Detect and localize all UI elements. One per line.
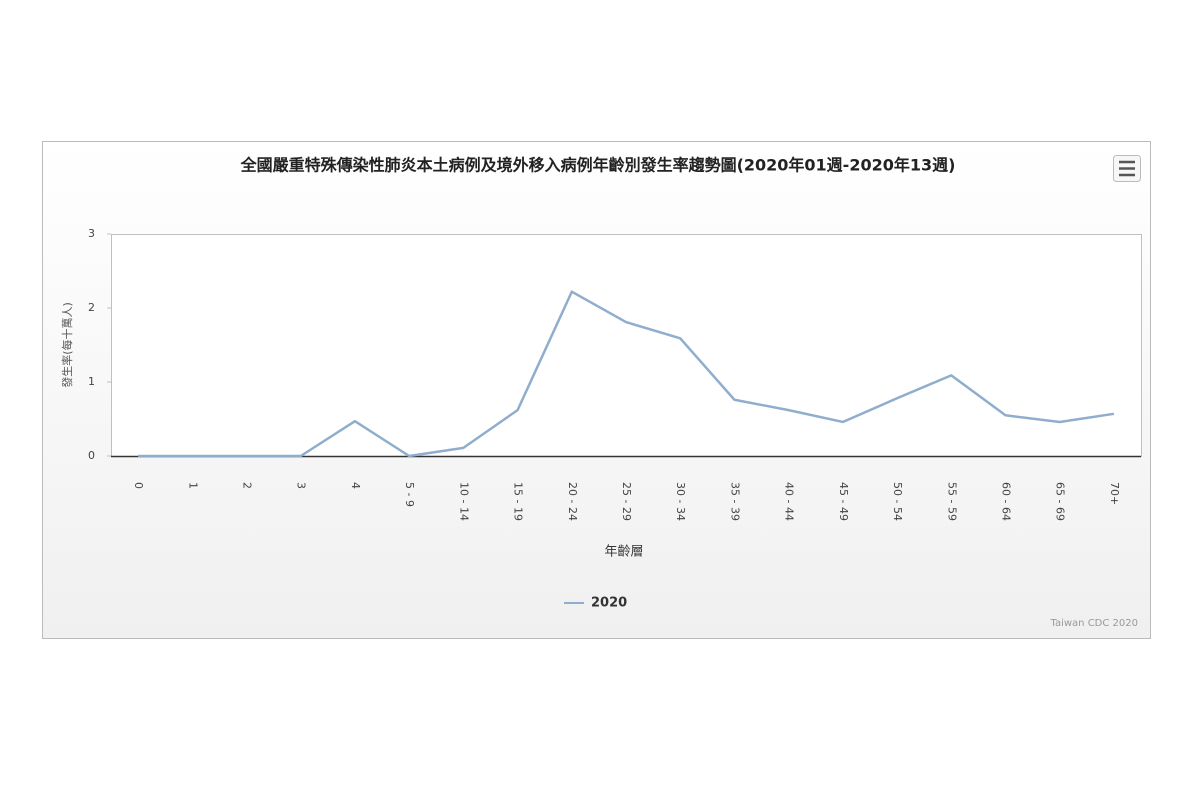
x-tick-label: 55 - 59 [945, 482, 958, 521]
x-tick-label: 60 - 64 [999, 482, 1012, 521]
x-tick-label: 45 - 49 [837, 482, 850, 521]
x-tick-label: 15 - 19 [512, 482, 525, 521]
y-tick-label: 2 [88, 301, 95, 314]
x-tick-label: 35 - 39 [728, 482, 741, 521]
x-tick-label: 50 - 54 [891, 482, 904, 521]
x-tick-label: 1 [186, 482, 199, 489]
y-tick-label: 1 [88, 375, 95, 388]
x-axis-label: 年齡層 [604, 545, 643, 560]
x-tick-label: 3 [295, 482, 308, 489]
credit: Taiwan CDC 2020 [1050, 618, 1138, 629]
x-tick-label: 70+ [1108, 482, 1121, 505]
x-tick-label: 20 - 24 [566, 482, 579, 521]
x-tick-label: 0 [132, 482, 145, 489]
x-tick-label: 10 - 14 [457, 482, 470, 521]
y-tick-label: 0 [88, 449, 95, 462]
x-tick-label: 2 [241, 482, 254, 489]
x-tick-label: 4 [349, 482, 362, 489]
x-tick-label: 30 - 34 [674, 482, 687, 521]
x-tick-label: 65 - 69 [1054, 482, 1067, 521]
legend-label[interactable]: 2020 [591, 596, 627, 611]
menu-button[interactable] [1113, 155, 1141, 182]
plot-area [111, 234, 1142, 457]
x-tick-label: 40 - 44 [783, 482, 796, 521]
y-tick-label: 3 [88, 227, 95, 240]
y-axis-label: 發生率(每十萬人) [60, 302, 74, 388]
x-tick-label: 5 - 9 [403, 482, 416, 507]
data-line [138, 290, 1115, 458]
x-tick-label: 25 - 29 [620, 482, 633, 521]
chart-title: 全國嚴重特殊傳染性肺炎本土病例及境外移入病例年齡別發生率趨勢圖(2020年01週… [240, 156, 956, 175]
